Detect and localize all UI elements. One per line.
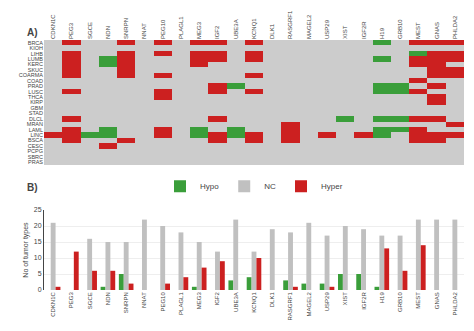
svg-text:PRAS: PRAS	[28, 159, 43, 165]
svg-text:KIOH: KIOH	[30, 45, 43, 51]
svg-text:STAD: STAD	[29, 110, 43, 116]
svg-text:XIST: XIST	[342, 25, 348, 39]
svg-text:No of tumor types: No of tumor types	[22, 222, 30, 278]
svg-text:IGF2R: IGF2R	[361, 21, 367, 39]
svg-text:SNRPN: SNRPN	[123, 292, 129, 313]
svg-text:PEG3: PEG3	[68, 292, 74, 309]
svg-text:LINC: LINC	[30, 132, 43, 138]
svg-text:SKUC: SKUC	[28, 67, 43, 73]
svg-text:IGF2R: IGF2R	[361, 292, 367, 310]
svg-text:SGCE: SGCE	[87, 292, 93, 309]
svg-text:LAML: LAML	[29, 127, 43, 133]
svg-text:PLAGL1: PLAGL1	[178, 292, 184, 315]
svg-text:GNAS: GNAS	[434, 22, 440, 39]
svg-text:SNRPN: SNRPN	[123, 18, 129, 39]
svg-text:NDN: NDN	[105, 292, 111, 305]
svg-text:USP29: USP29	[324, 19, 330, 39]
svg-text:DLK1: DLK1	[269, 292, 275, 308]
svg-text:25: 25	[34, 206, 42, 213]
svg-text:15: 15	[34, 238, 42, 245]
svg-text:MAGEL2: MAGEL2	[306, 14, 312, 39]
svg-text:PRAD: PRAD	[28, 83, 43, 89]
svg-text:10: 10	[34, 254, 42, 261]
svg-text:NC: NC	[264, 182, 276, 191]
svg-text:KCNQ1: KCNQ1	[251, 18, 257, 39]
svg-text:PEG10: PEG10	[160, 19, 166, 39]
svg-text:GBM: GBM	[30, 105, 43, 111]
svg-text:XIST: XIST	[342, 292, 348, 306]
svg-text:Hypo: Hypo	[200, 182, 219, 191]
svg-text:PEG10: PEG10	[160, 292, 166, 312]
svg-text:DLCL: DLCL	[29, 116, 43, 122]
svg-text:RASGRF1: RASGRF1	[287, 10, 293, 39]
svg-text:SGCE: SGCE	[87, 22, 93, 39]
svg-text:PHLDA2: PHLDA2	[452, 292, 458, 316]
svg-text:PHLDA2: PHLDA2	[452, 15, 458, 39]
svg-text:LUSC: LUSC	[28, 89, 43, 95]
svg-text:THCA: THCA	[28, 94, 43, 100]
svg-text:BSCA: BSCA	[28, 137, 43, 143]
svg-text:COAD: COAD	[27, 78, 43, 84]
svg-text:GNAS: GNAS	[434, 292, 440, 309]
svg-text:GRB10: GRB10	[397, 19, 403, 39]
svg-text:KIRP: KIRP	[30, 99, 43, 105]
svg-text:MAGEL2: MAGEL2	[306, 292, 312, 317]
svg-text:PCPG: PCPG	[27, 148, 43, 154]
svg-text:MEST: MEST	[415, 22, 421, 39]
svg-text:Hyper: Hyper	[321, 182, 343, 191]
svg-text:MRAN: MRAN	[27, 121, 43, 127]
svg-text:0: 0	[38, 286, 42, 293]
svg-text:NDN: NDN	[105, 26, 111, 39]
svg-text:UBE3A: UBE3A	[233, 19, 239, 39]
svg-text:CDKN1C: CDKN1C	[50, 14, 56, 39]
svg-text:PLAGL1: PLAGL1	[178, 16, 184, 39]
svg-text:KERC: KERC	[28, 61, 43, 67]
svg-text:MEG3: MEG3	[196, 21, 202, 39]
svg-text:B): B)	[27, 182, 38, 193]
svg-text:5: 5	[38, 270, 42, 277]
svg-text:KCNQ1: KCNQ1	[251, 292, 257, 313]
svg-text:PEG3: PEG3	[68, 22, 74, 39]
svg-text:MEST: MEST	[415, 292, 421, 309]
svg-text:GRB10: GRB10	[397, 292, 403, 312]
svg-text:CDKN1C: CDKN1C	[50, 292, 56, 317]
svg-text:LUMB: LUMB	[28, 56, 44, 62]
svg-text:H19: H19	[379, 292, 385, 304]
svg-text:USP29: USP29	[324, 292, 330, 312]
svg-text:NNAT: NNAT	[141, 292, 147, 308]
svg-text:IGF2: IGF2	[214, 292, 220, 306]
svg-text:20: 20	[34, 222, 42, 229]
svg-text:IGF2: IGF2	[214, 25, 220, 39]
svg-text:NNAT: NNAT	[141, 23, 147, 39]
svg-text:H19: H19	[379, 27, 385, 39]
svg-text:A): A)	[27, 27, 38, 38]
svg-text:LIHB: LIHB	[31, 51, 44, 57]
svg-text:SBRC: SBRC	[28, 154, 43, 160]
svg-text:MEG3: MEG3	[196, 292, 202, 310]
svg-text:RASGRF1: RASGRF1	[287, 292, 293, 321]
svg-text:UBE3A: UBE3A	[233, 292, 239, 312]
svg-text:DLK1: DLK1	[269, 23, 275, 39]
svg-text:BRCA: BRCA	[28, 40, 44, 46]
svg-text:CESC: CESC	[28, 143, 43, 149]
svg-text:COARMA: COARMA	[19, 72, 43, 78]
